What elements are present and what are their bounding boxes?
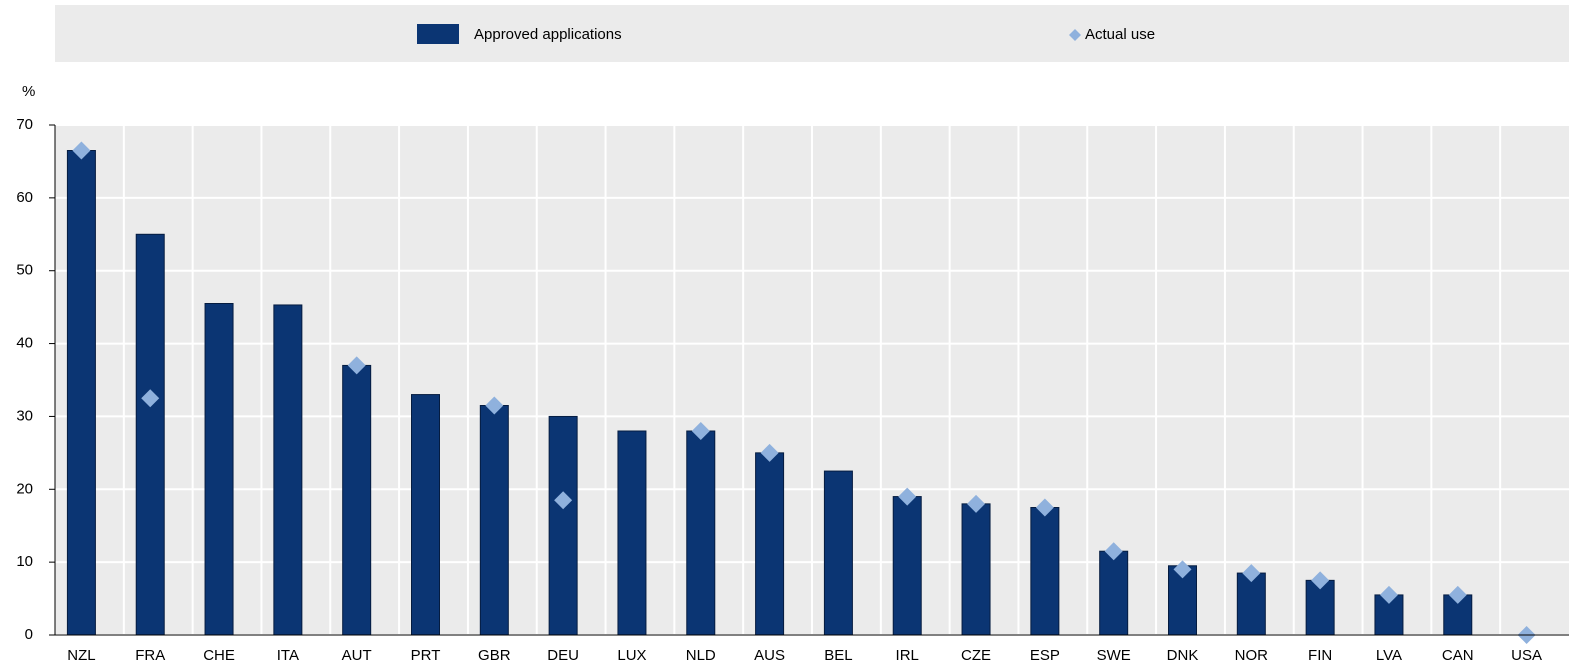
bar [204, 303, 234, 636]
x-tick-label: ITA [277, 647, 299, 664]
bar [273, 304, 303, 636]
marker [1104, 542, 1123, 561]
marker [485, 396, 504, 415]
y-tick-label: 10 [16, 553, 33, 570]
bar [411, 394, 440, 636]
bar [1305, 579, 1335, 636]
bar [548, 415, 578, 636]
bar [342, 364, 372, 636]
marker [72, 141, 91, 160]
x-tick-label: AUS [754, 647, 785, 664]
legend-label: Approved applications [474, 26, 622, 43]
y-tick-label: 30 [16, 407, 33, 424]
bar [823, 470, 853, 636]
y-tick-label: 70 [16, 116, 33, 133]
marker [554, 491, 573, 510]
bar [135, 233, 165, 636]
legend-background [55, 5, 1569, 62]
x-tick-label: FIN [1308, 647, 1332, 664]
y-tick-label: 0 [25, 626, 33, 643]
marker [141, 389, 160, 408]
x-tick-label: AUT [342, 647, 372, 664]
x-tick-label: NOR [1235, 647, 1269, 664]
bar [1099, 550, 1129, 636]
x-tick-label: CZE [961, 647, 991, 664]
marker [1242, 564, 1261, 583]
x-tick-label: USA [1511, 647, 1542, 664]
marker [1448, 585, 1467, 604]
bar [1030, 507, 1060, 636]
legend-marker [1069, 29, 1081, 41]
x-tick-label: DNK [1167, 647, 1199, 664]
x-tick-label: NZL [67, 647, 95, 664]
bar [479, 405, 509, 636]
x-tick-label: GBR [478, 647, 511, 664]
x-tick-label: PRT [411, 647, 441, 664]
x-tick-label: ESP [1030, 647, 1060, 664]
y-tick-label: 20 [16, 480, 33, 497]
marker [898, 487, 917, 506]
x-tick-label: FRA [135, 647, 165, 664]
bar [686, 430, 716, 636]
x-tick-label: IRL [896, 647, 919, 664]
marker [691, 422, 710, 440]
x-tick-label: LUX [617, 647, 646, 664]
bar [66, 150, 96, 636]
y-tick-label: 60 [16, 189, 33, 206]
x-tick-label: CHE [203, 647, 235, 664]
bar [892, 496, 922, 636]
marker [347, 356, 366, 375]
y-tick-label: 50 [16, 262, 33, 279]
y-tick-label: 40 [16, 335, 33, 352]
marker [1035, 498, 1054, 517]
bar [755, 452, 785, 636]
marker [1173, 560, 1192, 579]
x-tick-label: CAN [1442, 647, 1474, 664]
marker [1379, 585, 1398, 604]
x-tick-label: BEL [824, 647, 852, 664]
bar [617, 430, 647, 636]
x-tick-label: NLD [686, 647, 716, 664]
x-tick-label: DEU [547, 647, 579, 664]
marker [967, 494, 986, 513]
marker [760, 443, 779, 462]
bar [1443, 594, 1473, 636]
bar [961, 503, 991, 636]
bar [1236, 572, 1266, 636]
y-unit: % [22, 83, 35, 100]
marker [1311, 571, 1330, 590]
legend-swatch [417, 24, 459, 44]
x-tick-label: SWE [1097, 647, 1131, 664]
x-tick-label: LVA [1376, 647, 1402, 664]
legend-label: Actual use [1085, 26, 1155, 43]
